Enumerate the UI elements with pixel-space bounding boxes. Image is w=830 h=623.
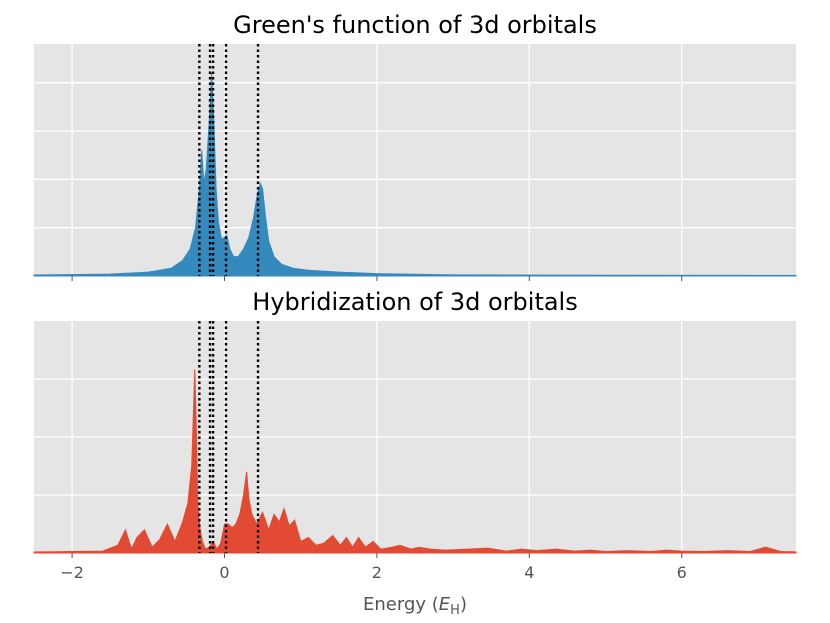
x-tick-label: 2 xyxy=(372,563,382,582)
reference-lines xyxy=(198,44,260,276)
x-tick-label: 0 xyxy=(219,563,229,582)
gridlines xyxy=(34,321,796,553)
x-axis-label-subscript: H xyxy=(450,603,460,618)
x-axis-label: Energy (EH) xyxy=(363,594,467,618)
area-fill xyxy=(33,72,797,277)
gridlines xyxy=(34,44,796,276)
reference-lines xyxy=(198,321,260,553)
x-axis-label-text: Energy ( xyxy=(363,594,439,615)
x-tick-label: −2 xyxy=(60,563,84,582)
green-function-panel: Green's function of 3d orbitals xyxy=(33,11,797,281)
x-tick-label: 4 xyxy=(524,563,534,582)
x-tick-marks: −2 0 2 4 6 xyxy=(60,553,687,582)
chart-title: Green's function of 3d orbitals xyxy=(233,11,597,39)
area-series xyxy=(33,72,797,277)
x-axis-label-variable: E xyxy=(439,594,451,615)
x-axis-label-close: ) xyxy=(460,594,467,615)
x-tick-marks xyxy=(71,276,683,281)
area-series xyxy=(33,369,797,554)
chart-title: Hybridization of 3d orbitals xyxy=(252,288,577,316)
x-tick-label: 6 xyxy=(677,563,687,582)
hybridization-panel: −2 0 2 4 6 Hybridization of 3d orbitals xyxy=(33,288,797,582)
area-fill xyxy=(33,369,797,554)
